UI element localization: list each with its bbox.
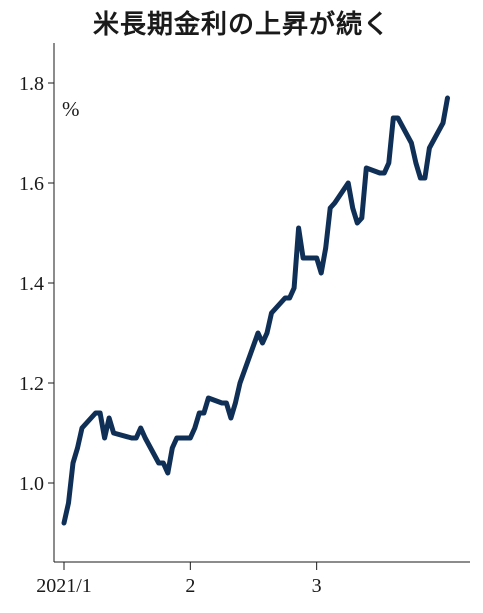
y-tick-label: 1.0 xyxy=(19,473,44,495)
y-tick-label: 1.2 xyxy=(19,373,44,395)
x-tick-label: 2021/1 xyxy=(36,575,92,597)
x-ticks: 2021/1 2 3 xyxy=(36,562,322,597)
x-tick-label: 2 xyxy=(185,575,195,597)
y-ticks: 1.0 1.2 1.4 1.6 1.8 xyxy=(19,73,54,495)
chart-title: 米長期金利の上昇が続く xyxy=(92,10,390,40)
y-tick-label: 1.6 xyxy=(19,173,44,195)
y-tick-label: 1.8 xyxy=(19,73,44,95)
x-tick-label: 3 xyxy=(312,575,322,597)
y-tick-label: 1.4 xyxy=(19,273,44,295)
series-line xyxy=(61,95,450,526)
series-group xyxy=(61,95,450,526)
y-unit-label: % xyxy=(62,97,80,121)
